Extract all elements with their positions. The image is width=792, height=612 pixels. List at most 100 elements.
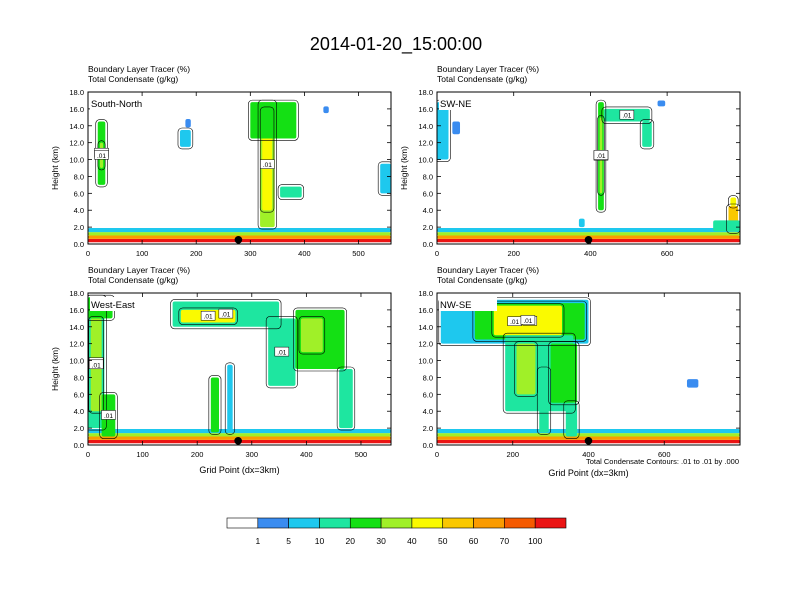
tracer-region bbox=[300, 318, 323, 353]
tracer-region bbox=[452, 121, 461, 135]
y-tick-label: 14.0 bbox=[69, 323, 84, 332]
y-tick-label: 10.0 bbox=[418, 357, 433, 366]
tracer-region bbox=[227, 364, 233, 433]
tracer-region bbox=[250, 102, 297, 139]
tracer-region bbox=[550, 343, 578, 403]
condensate-contour bbox=[293, 307, 347, 372]
contour-label: .01 bbox=[204, 314, 213, 321]
panel-3: Boundary Layer Tracer (%)Total Condensat… bbox=[50, 265, 392, 475]
condensate-contour bbox=[99, 392, 118, 439]
tracer-region bbox=[642, 121, 652, 147]
colorbar-swatch bbox=[349, 517, 382, 529]
contour-label-box bbox=[593, 150, 609, 160]
y-tick-label: 4.0 bbox=[74, 206, 84, 215]
contour-label-box bbox=[101, 410, 116, 420]
plot-area bbox=[437, 92, 740, 244]
panel-title-tracer: Boundary Layer Tracer (%) bbox=[88, 64, 190, 74]
contour-label-box bbox=[274, 346, 290, 357]
y-tick-label: 12.0 bbox=[418, 340, 433, 349]
y-tick-label: 4.0 bbox=[423, 206, 433, 215]
colorbar-tick-label: 50 bbox=[438, 536, 448, 546]
colorbar-tick-label: 30 bbox=[376, 536, 386, 546]
tracer-region bbox=[339, 369, 353, 429]
condensate-contour bbox=[265, 316, 298, 389]
panel-title-condensate: Total Condensate (g/kg) bbox=[437, 74, 527, 84]
location-marker bbox=[234, 235, 243, 244]
tracer-region bbox=[88, 433, 391, 437]
y-tick-label: 8.0 bbox=[74, 172, 84, 181]
y-tick-label: 14.0 bbox=[69, 122, 84, 131]
condensate-contour bbox=[248, 99, 299, 141]
colorbar-swatch bbox=[380, 517, 413, 529]
condensate-contour bbox=[88, 316, 104, 414]
x-tick-label: 200 bbox=[507, 249, 520, 258]
x-tick-label: 400 bbox=[298, 249, 311, 258]
y-tick-label: 8.0 bbox=[423, 373, 433, 382]
colorbar: 1 5 10 20 30 40 50 60 70 100 bbox=[226, 517, 567, 546]
contour-label: .01 bbox=[263, 162, 272, 169]
panel-4: Boundary Layer Tracer (%)Total Condensat… bbox=[418, 265, 741, 478]
y-tick-label: 2.0 bbox=[74, 424, 84, 433]
y-tick-label: 4.0 bbox=[423, 407, 433, 416]
y-tick-label: 8.0 bbox=[423, 172, 433, 181]
x-tick-label: 200 bbox=[190, 249, 203, 258]
panel-title-condensate: Total Condensate (g/kg) bbox=[437, 275, 527, 285]
shaded-field: .01.01.01 bbox=[88, 99, 391, 243]
colorbar-swatch bbox=[226, 517, 259, 529]
y-tick-label: 18.0 bbox=[418, 289, 433, 298]
panel-2: Boundary Layer Tracer (%)Total Condensat… bbox=[399, 64, 741, 258]
tracer-region bbox=[730, 197, 737, 206]
condensate-contour bbox=[536, 366, 552, 435]
panel-name: NW-SE bbox=[440, 300, 472, 311]
y-tick-label: 0.0 bbox=[423, 240, 433, 249]
y-tick-label: 8.0 bbox=[74, 373, 84, 382]
panel-name-box bbox=[90, 96, 148, 110]
y-tick-label: 16.0 bbox=[69, 105, 84, 114]
tracer-region bbox=[516, 343, 536, 395]
contour-label: .01 bbox=[221, 312, 230, 319]
contour-label-box bbox=[619, 109, 635, 120]
condensate-contour bbox=[224, 362, 235, 435]
contour-label: .01 bbox=[510, 319, 519, 326]
panel-title-tracer: Boundary Layer Tracer (%) bbox=[437, 265, 539, 275]
colorbar-swatch bbox=[534, 517, 567, 529]
panel-name: South-North bbox=[91, 99, 142, 110]
y-tick-label: 12.0 bbox=[69, 340, 84, 349]
tracer-region bbox=[185, 119, 191, 128]
y-axis-label: Height (km) bbox=[50, 146, 60, 190]
condensate-contour bbox=[728, 195, 739, 209]
contour-label: .01 bbox=[104, 413, 113, 420]
panel-title-tracer: Boundary Layer Tracer (%) bbox=[437, 64, 539, 74]
colorbar-swatch bbox=[473, 517, 505, 529]
panel-title-tracer: Boundary Layer Tracer (%) bbox=[88, 265, 190, 275]
panel-name-box bbox=[90, 297, 148, 311]
contour-label-box bbox=[88, 359, 104, 370]
colorbar-tick-label: 100 bbox=[528, 536, 542, 546]
x-tick-label: 400 bbox=[300, 450, 313, 459]
y-tick-label: 12.0 bbox=[69, 139, 84, 148]
condensate-contour bbox=[502, 332, 576, 414]
tracer-region bbox=[88, 227, 391, 233]
location-marker bbox=[584, 235, 593, 244]
condensate-contour bbox=[208, 375, 222, 435]
y-tick-label: 6.0 bbox=[423, 189, 433, 198]
tracer-region bbox=[88, 232, 391, 236]
y-tick-label: 16.0 bbox=[418, 306, 433, 315]
y-tick-label: 14.0 bbox=[418, 122, 433, 131]
colorbar-swatch bbox=[288, 517, 320, 529]
y-axis-label: Height (km) bbox=[50, 347, 60, 391]
tracer-region bbox=[686, 379, 699, 388]
panel-name-box bbox=[439, 297, 497, 311]
plot-frame bbox=[87, 91, 392, 245]
contour-label-box bbox=[260, 159, 275, 169]
contour-label-box bbox=[520, 315, 536, 325]
y-tick-label: 10.0 bbox=[69, 156, 84, 165]
x-tick-label: 400 bbox=[584, 249, 597, 258]
x-tick-label: 400 bbox=[582, 450, 595, 459]
panel-title-condensate: Total Condensate (g/kg) bbox=[88, 74, 178, 84]
colorbar-tick-label: 10 bbox=[315, 536, 325, 546]
condensate-contour bbox=[491, 303, 565, 338]
y-tick-label: 10.0 bbox=[69, 357, 84, 366]
location-marker bbox=[234, 436, 242, 445]
contour-label: .01 bbox=[622, 113, 631, 120]
